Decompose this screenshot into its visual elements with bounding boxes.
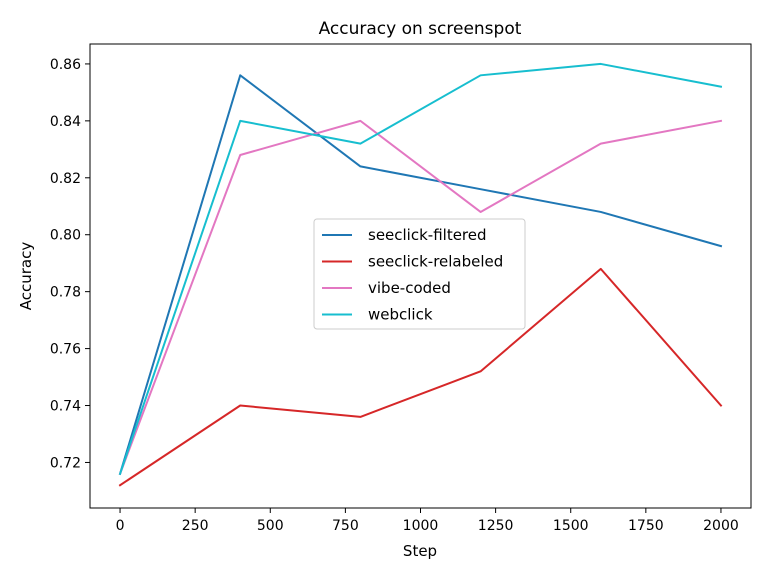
- x-tick-label: 250: [182, 518, 209, 534]
- y-tick-label: 0.78: [50, 285, 81, 301]
- legend-label: seeclick-filtered: [368, 226, 487, 244]
- legend-label: vibe-coded: [368, 279, 451, 297]
- x-tick-label: 1250: [478, 518, 514, 534]
- series-line-seeclick-relabeled: [118, 267, 723, 487]
- x-tick-label: 1000: [403, 518, 439, 534]
- chart-title: Accuracy on screenspot: [319, 19, 522, 39]
- plot-area: [118, 62, 723, 487]
- x-axis-title: Step: [403, 542, 437, 560]
- legend-label: webclick: [368, 306, 433, 324]
- x-tick-label: 750: [332, 518, 359, 534]
- axes: 0 250 500 750 1000 1250 1500 1750 2000 0.72 0.74 0.…: [50, 43, 752, 534]
- series-line-seeclick-filtered: [118, 74, 723, 476]
- y-tick-label: 0.84: [50, 114, 81, 130]
- series-line-vibe-coded: [118, 119, 723, 476]
- y-axis-title: Accuracy: [17, 242, 35, 311]
- y-tick-label: 0.72: [50, 455, 81, 471]
- x-tick-label: 0: [116, 518, 125, 534]
- y-tick-label: 0.82: [50, 171, 81, 187]
- x-tick-label: 2000: [703, 518, 739, 534]
- x-tick-label: 1750: [628, 518, 664, 534]
- legend-label: seeclick-relabeled: [368, 253, 503, 271]
- legend: seeclick-filtered seeclick-relabeled vibe-…: [313, 218, 526, 330]
- legend-box: [313, 218, 526, 330]
- y-tick-label: 0.80: [50, 228, 81, 244]
- x-tick-label: 1500: [553, 518, 589, 534]
- y-tick-label: 0.76: [50, 342, 81, 358]
- series-line-webclick: [118, 62, 723, 476]
- y-tick-label: 0.86: [50, 57, 81, 73]
- y-tick-label: 0.74: [50, 399, 81, 415]
- x-tick-label: 500: [257, 518, 284, 534]
